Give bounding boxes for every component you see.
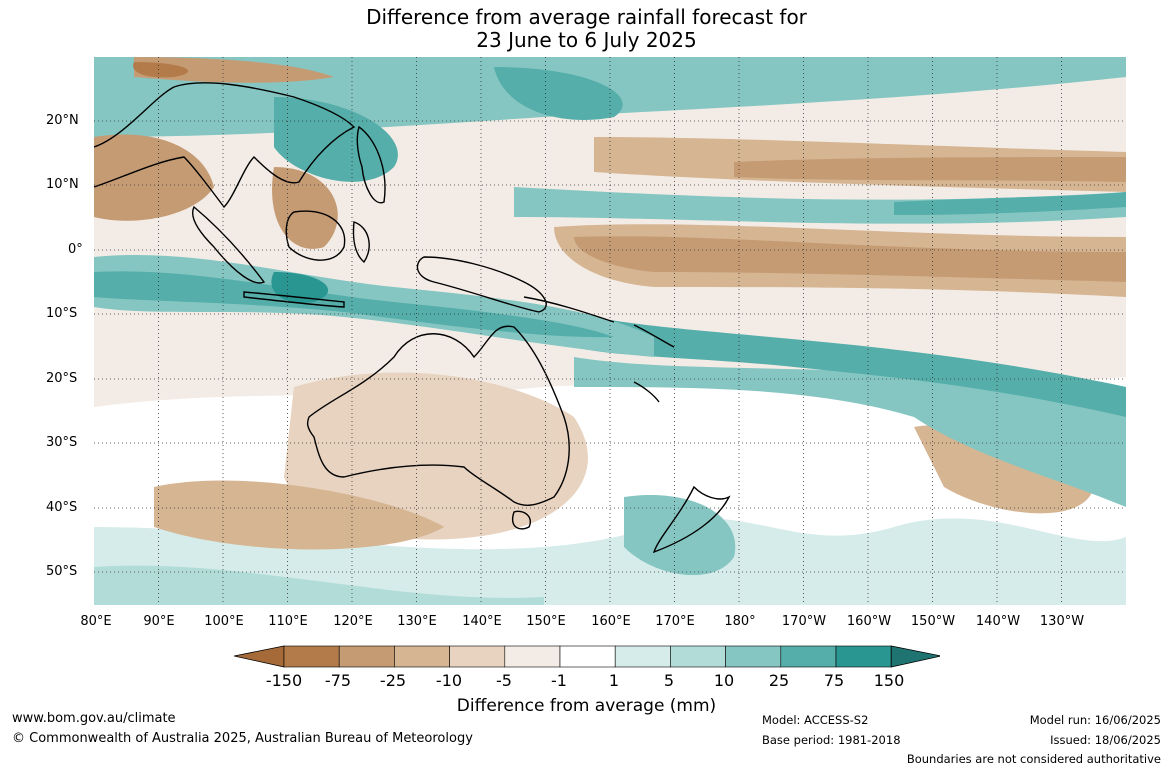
colorbar-label: 75 bbox=[823, 671, 845, 690]
colorbar-label: 10 bbox=[713, 671, 735, 690]
map-title-line-1: Difference from average rainfall forecas… bbox=[366, 5, 807, 29]
colorbar-segment bbox=[449, 645, 506, 668]
colorbar-label: 25 bbox=[768, 671, 790, 690]
lon-label: 140°E bbox=[462, 614, 502, 629]
colorbar-segment bbox=[835, 645, 892, 668]
anomaly-field bbox=[574, 357, 1126, 507]
colorbar-segment bbox=[725, 645, 782, 668]
lat-label: 50°S bbox=[46, 564, 78, 579]
coastline-sumatra bbox=[192, 205, 266, 284]
lon-label: 170°E bbox=[655, 614, 695, 629]
lat-label: 30°S bbox=[46, 435, 78, 450]
anomaly-field bbox=[734, 157, 1126, 182]
colorbar-label: -10 bbox=[435, 671, 463, 690]
lon-label: 180° bbox=[724, 614, 756, 629]
coastline-new-caledonia bbox=[633, 381, 660, 403]
coastline-new-zealand bbox=[652, 485, 731, 554]
colorbar-segment bbox=[890, 645, 940, 668]
anomaly-field bbox=[94, 271, 614, 338]
model-name: Model: ACCESS-S2 bbox=[762, 713, 869, 727]
anomaly-field bbox=[134, 57, 334, 83]
lon-label: 130°E bbox=[397, 614, 437, 629]
coastlines bbox=[94, 82, 731, 554]
anomaly-field bbox=[133, 62, 189, 78]
coastline-borneo bbox=[285, 210, 346, 261]
colorbar-label: 1 bbox=[608, 671, 620, 690]
colorbar-label: -25 bbox=[379, 671, 407, 690]
anomaly-field bbox=[154, 480, 444, 550]
colorbar-label: -5 bbox=[496, 671, 512, 690]
coastline-java bbox=[243, 291, 345, 308]
lon-label: 80°E bbox=[80, 614, 112, 629]
anomaly-field bbox=[494, 67, 623, 120]
colorbar bbox=[234, 645, 940, 668]
graticule bbox=[94, 57, 1126, 605]
anomaly-field bbox=[574, 317, 1126, 417]
colorbar-segment bbox=[670, 645, 726, 668]
boundary-disclaimer: Boundaries are not considered authoritat… bbox=[906, 752, 1161, 766]
colorbar-segment bbox=[559, 645, 616, 668]
lon-label: 120°E bbox=[333, 614, 373, 629]
coastline-tasmania bbox=[512, 510, 531, 530]
coastline-australia bbox=[306, 325, 570, 506]
lon-label: 140°W bbox=[975, 614, 1021, 629]
rainfall-anomaly-map bbox=[94, 57, 1126, 605]
lon-label: 110°E bbox=[268, 614, 308, 629]
lat-label: 10°N bbox=[46, 177, 79, 192]
colorbar-segment bbox=[338, 645, 395, 668]
colorbar-label: 150 bbox=[873, 671, 905, 690]
lat-label: 40°S bbox=[46, 500, 78, 515]
anomaly-field bbox=[574, 236, 1126, 282]
lon-label: 130°W bbox=[1039, 614, 1085, 629]
lon-label: 90°E bbox=[143, 614, 175, 629]
lat-label: 0° bbox=[68, 242, 83, 257]
model-run-date: Model run: 16/06/2025 bbox=[1029, 713, 1161, 727]
copyright-text: © Commonwealth of Australia 2025, Austra… bbox=[12, 731, 473, 746]
colorbar-label: -75 bbox=[324, 671, 352, 690]
anomaly-field bbox=[272, 167, 338, 249]
coastline-island-chain bbox=[523, 296, 675, 348]
colorbar-segment bbox=[504, 645, 561, 668]
coastline-indochina bbox=[94, 82, 356, 209]
colorbar-segment bbox=[394, 645, 450, 668]
colorbar-segment bbox=[283, 645, 340, 668]
lon-label: 150°E bbox=[526, 614, 566, 629]
anomaly-field bbox=[94, 134, 214, 221]
website-link[interactable]: www.bom.gov.au/climate bbox=[12, 711, 176, 726]
lat-label: 20°N bbox=[46, 113, 79, 128]
base-period: Base period: 1981-2018 bbox=[762, 733, 901, 747]
map-title-line-2: 23 June to 6 July 2025 bbox=[476, 28, 697, 52]
lon-label: 170°W bbox=[781, 614, 827, 629]
lon-label: 160°W bbox=[846, 614, 892, 629]
lon-label: 150°W bbox=[910, 614, 956, 629]
coastline-new-guinea bbox=[416, 256, 547, 313]
anomaly-field bbox=[894, 192, 1126, 215]
lat-label: 20°S bbox=[46, 371, 78, 386]
issued-date: Issued: 18/06/2025 bbox=[1050, 733, 1161, 747]
anomaly-fields bbox=[94, 57, 1126, 605]
colorbar-label: -150 bbox=[265, 671, 303, 690]
colorbar-segment bbox=[614, 645, 671, 668]
colorbar-segment bbox=[234, 645, 285, 668]
lon-label: 160°E bbox=[591, 614, 631, 629]
anomaly-field bbox=[624, 495, 736, 576]
anomaly-field bbox=[271, 272, 329, 303]
coastline-sulawesi bbox=[352, 221, 370, 264]
colorbar-title: Difference from average (mm) bbox=[456, 696, 717, 716]
colorbar-label: 5 bbox=[663, 671, 675, 690]
coastline-philippines bbox=[356, 125, 386, 204]
anomaly-field bbox=[94, 565, 544, 605]
lon-label: 100°E bbox=[204, 614, 244, 629]
colorbar-segment bbox=[780, 645, 837, 668]
anomaly-field bbox=[514, 187, 1126, 224]
lat-label: 10°S bbox=[46, 306, 78, 321]
colorbar-label: -1 bbox=[551, 671, 567, 690]
